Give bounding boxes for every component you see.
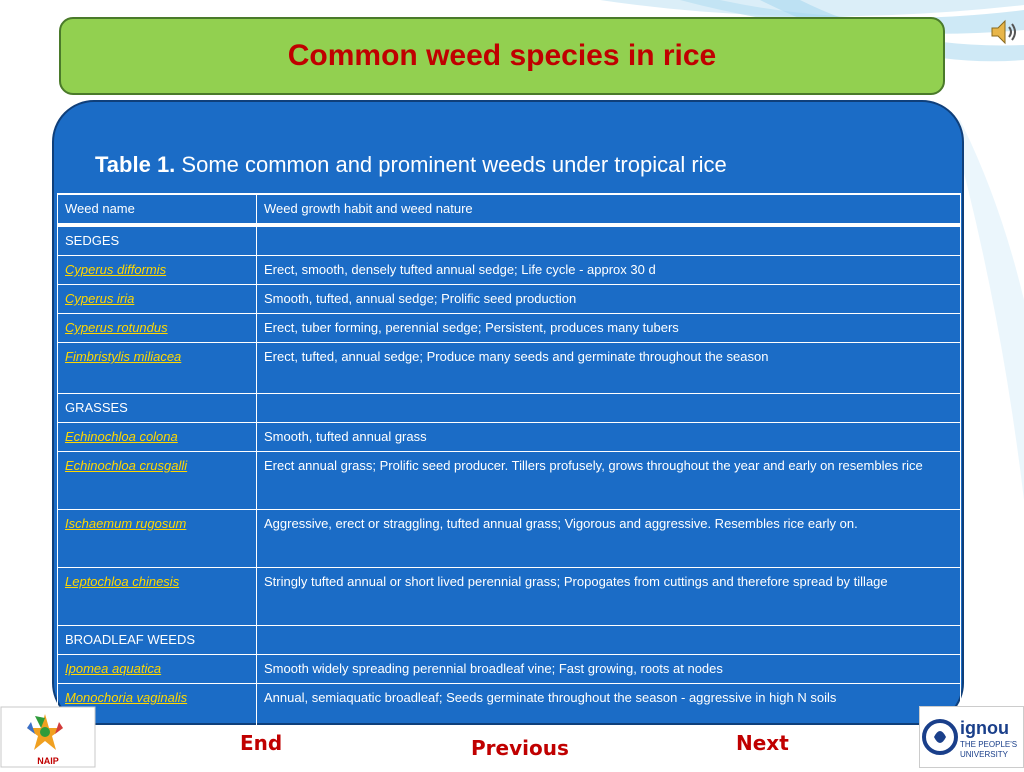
weed-description-cell: Smooth, tufted, annual sedge; Prolific s…	[256, 284, 961, 314]
weed-description-cell: Stringly tufted annual or short lived pe…	[256, 567, 961, 626]
next-button[interactable]: Next	[736, 731, 789, 755]
weed-name-cell: Leptochloa chinesis	[57, 567, 257, 626]
weed-description-cell	[256, 224, 961, 256]
weed-description-cell: Erect, tufted, annual sedge; Produce man…	[256, 342, 961, 394]
table-row: Fimbristylis miliacea Erect, tufted, annu…	[57, 342, 961, 394]
table-row: Cyperus difformis Erect, smooth, densely …	[57, 255, 961, 285]
weed-description-cell	[256, 625, 961, 655]
weed-name-cell: Cyperus rotundus	[57, 313, 257, 343]
weed-species-link[interactable]: Fimbristylis miliacea	[65, 349, 182, 364]
weed-species-link[interactable]: Monochoria vaginalis	[65, 690, 188, 705]
weed-species-link[interactable]: Ipomea aquatica	[65, 661, 162, 676]
previous-button[interactable]: Previous	[471, 736, 569, 760]
table-row: Monochoria vaginalis Annual, semiaquatic …	[57, 683, 961, 735]
table-row: Ipomea aquatica Smooth widely spreading p…	[57, 654, 961, 684]
naip-logo: NAIP	[0, 706, 96, 768]
weed-name-cell: Echinochloa colona	[57, 422, 257, 452]
table-header-row: Weed name Weed growth habit and weed nat…	[57, 193, 961, 227]
weed-table: Weed name Weed growth habit and weed nat…	[57, 193, 961, 735]
section-label: BROADLEAF WEEDS	[57, 625, 257, 655]
weed-species-link[interactable]: Cyperus rotundus	[65, 320, 168, 335]
weed-description-cell: Annual, semiaquatic broadleaf; Seeds ger…	[256, 683, 961, 735]
weed-description-cell: Aggressive, erect or straggling, tufted …	[256, 509, 961, 568]
section-row: GRASSES	[57, 393, 961, 423]
table-row: Leptochloa chinesis Stringly tufted annua…	[57, 567, 961, 626]
ignou-brand-text: ignou	[960, 718, 1009, 738]
table-row: Echinochloa colona Smooth, tufted annual …	[57, 422, 961, 452]
weed-name-cell: Ischaemum rugosum	[57, 509, 257, 568]
weed-species-link[interactable]: Echinochloa colona	[65, 429, 178, 444]
weed-species-link[interactable]: Cyperus iria	[65, 291, 135, 306]
weed-species-link[interactable]: Ischaemum rugosum	[65, 516, 187, 531]
ignou-line2: UNIVERSITY	[960, 750, 1009, 759]
weed-species-link[interactable]: Echinochloa crusgalli	[65, 458, 188, 473]
ignou-emblem-icon: ignou THE PEOPLE'S UNIVERSITY	[922, 718, 1017, 759]
weed-description-cell: Smooth widely spreading perennial broadl…	[256, 654, 961, 684]
header-weed-name: Weed name	[57, 193, 257, 227]
table-row: Ischaemum rugosum Aggressive, erect or st…	[57, 509, 961, 568]
header-weed-habit: Weed growth habit and weed nature	[256, 193, 961, 227]
ignou-logo: ignou THE PEOPLE'S UNIVERSITY	[919, 706, 1024, 768]
table-caption-text: Some common and prominent weeds under tr…	[175, 152, 727, 177]
section-row: SEDGES	[57, 224, 961, 256]
weed-description-cell: Erect annual grass; Prolific seed produc…	[256, 451, 961, 510]
end-button[interactable]: End	[240, 731, 283, 755]
table-caption-label: Table 1.	[95, 152, 176, 177]
speaker-icon[interactable]	[988, 16, 1020, 48]
section-label: GRASSES	[57, 393, 257, 423]
table-row: Cyperus rotundus Erect, tuber forming, pe…	[57, 313, 961, 343]
weed-description-cell	[256, 393, 961, 423]
weed-species-link[interactable]: Cyperus difformis	[65, 262, 167, 277]
weed-name-cell: Fimbristylis miliacea	[57, 342, 257, 394]
weed-description-cell: Smooth, tufted annual grass	[256, 422, 961, 452]
weed-description-cell: Erect, tuber forming, perennial sedge; P…	[256, 313, 961, 343]
ignou-line1: THE PEOPLE'S	[960, 740, 1017, 749]
weed-name-cell: Ipomea aquatica	[57, 654, 257, 684]
section-row: BROADLEAF WEEDS	[57, 625, 961, 655]
weed-name-cell: Cyperus iria	[57, 284, 257, 314]
weed-species-link[interactable]: Leptochloa chinesis	[65, 574, 180, 589]
weed-description-cell: Erect, smooth, densely tufted annual sed…	[256, 255, 961, 285]
page-title: Common weed species in rice	[287, 39, 717, 72]
table-row: Echinochloa crusgalli Erect annual grass;…	[57, 451, 961, 510]
table-caption: Table 1. Some common and prominent weeds…	[95, 152, 727, 178]
table-row: Cyperus iria Smooth, tufted, annual sedge…	[57, 284, 961, 314]
weed-name-cell: Cyperus difformis	[57, 255, 257, 285]
section-label: SEDGES	[57, 224, 257, 256]
naip-logo-text: NAIP	[37, 756, 59, 766]
title-banner: Common weed species in rice	[59, 17, 945, 95]
weed-name-cell: Echinochloa crusgalli	[57, 451, 257, 510]
